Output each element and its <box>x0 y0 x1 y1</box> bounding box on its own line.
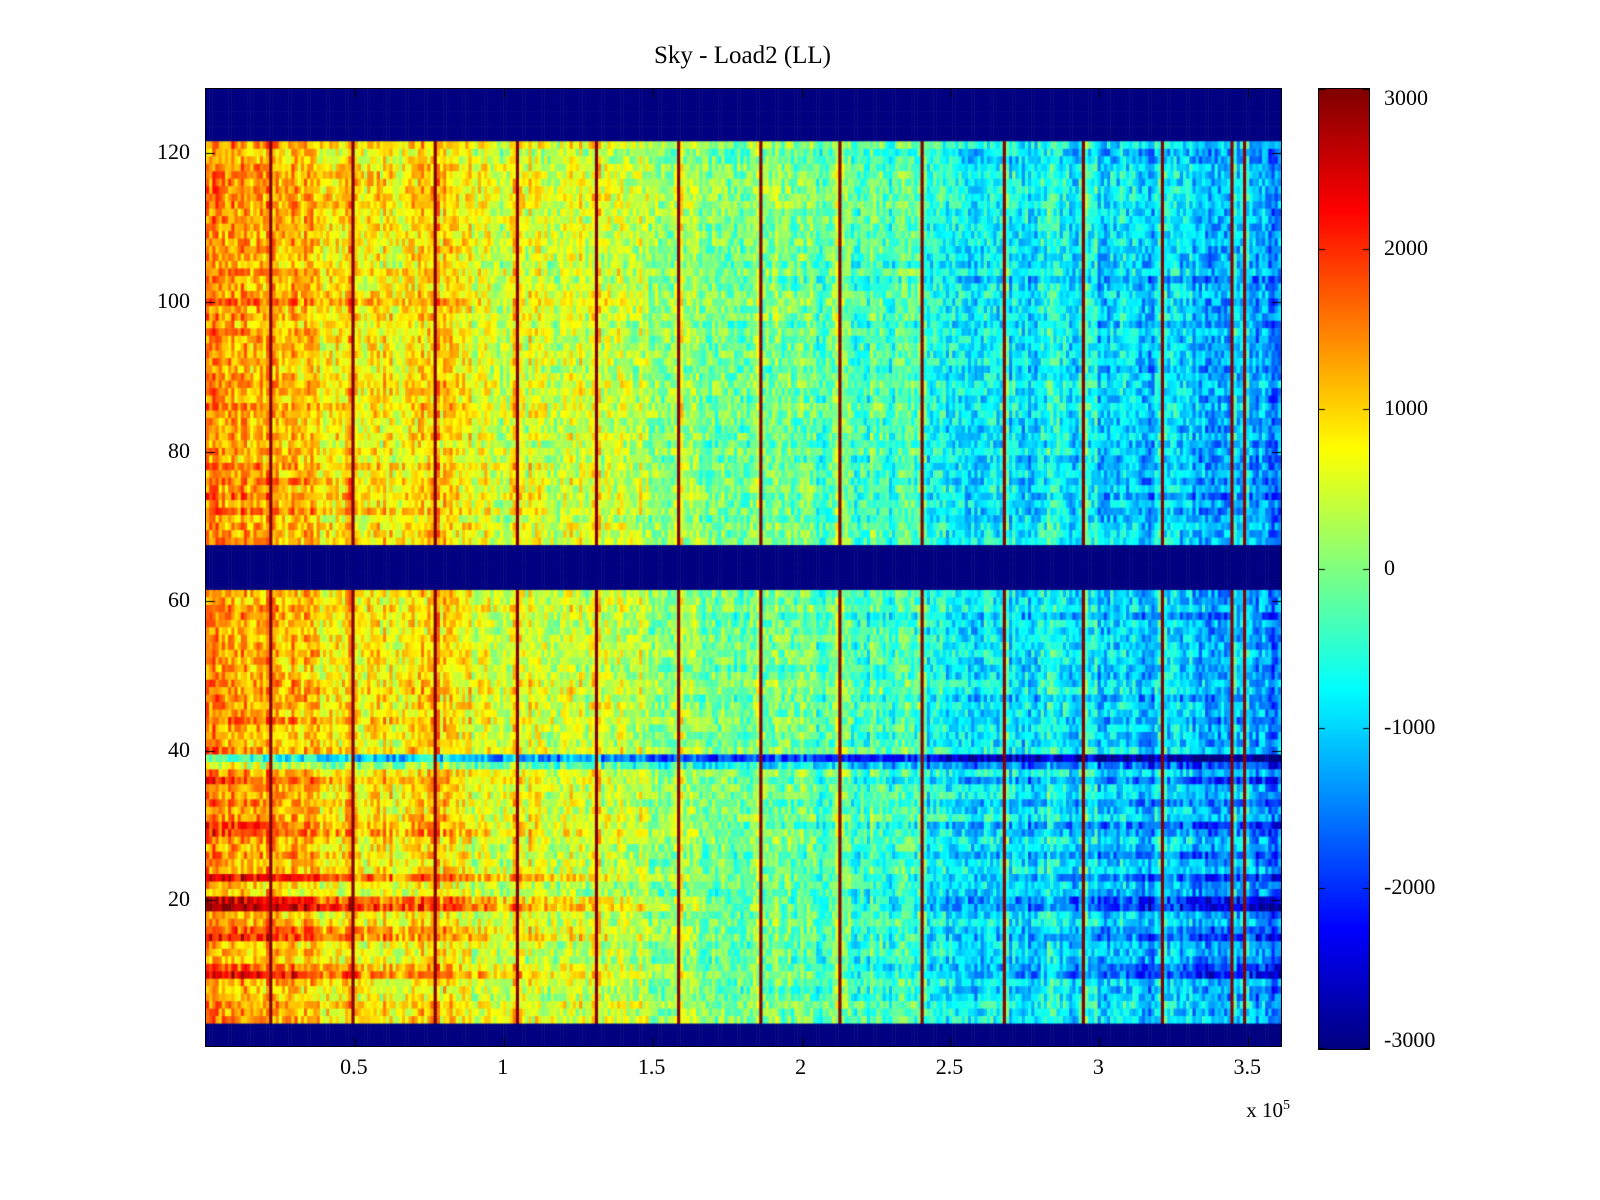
colorbar-tick-label: -3000 <box>1384 1027 1436 1052</box>
x-exponent-base: x 10 <box>1246 1098 1283 1122</box>
colorbar-tick-label: 1000 <box>1384 394 1428 420</box>
colorbar <box>1318 88 1370 1050</box>
x-exponent-sup: 5 <box>1283 1098 1290 1113</box>
x-tick-label: 1 <box>497 1054 509 1079</box>
x-tick-label: 0.5 <box>340 1054 368 1079</box>
heatmap-canvas <box>205 88 1282 1047</box>
y-tick-label: 80 <box>168 437 190 463</box>
x-axis-exponent-label: x 105 <box>1190 1098 1290 1123</box>
colorbar-tick-label: 3000 <box>1384 85 1428 110</box>
y-tick-label: 120 <box>157 138 190 164</box>
x-tick-label: 1.5 <box>637 1054 666 1079</box>
y-tick-label: 100 <box>157 288 190 314</box>
colorbar-tick-label: -2000 <box>1384 874 1436 900</box>
x-tick-label: 2.5 <box>935 1054 964 1079</box>
colorbar-tick-label: -1000 <box>1384 714 1436 740</box>
y-tick-label: 20 <box>168 886 190 912</box>
colorbar-tick-label: 0 <box>1384 554 1395 580</box>
colorbar-tick-label: 2000 <box>1384 234 1428 260</box>
x-tick-label: 2 <box>795 1054 807 1079</box>
plot-title: Sky - Load2 (LL) <box>653 42 832 69</box>
y-tick-label: 60 <box>168 587 190 613</box>
x-tick-label: 3 <box>1092 1054 1104 1079</box>
y-tick-label: 40 <box>168 736 190 762</box>
x-tick-label: 3.5 <box>1233 1054 1261 1079</box>
